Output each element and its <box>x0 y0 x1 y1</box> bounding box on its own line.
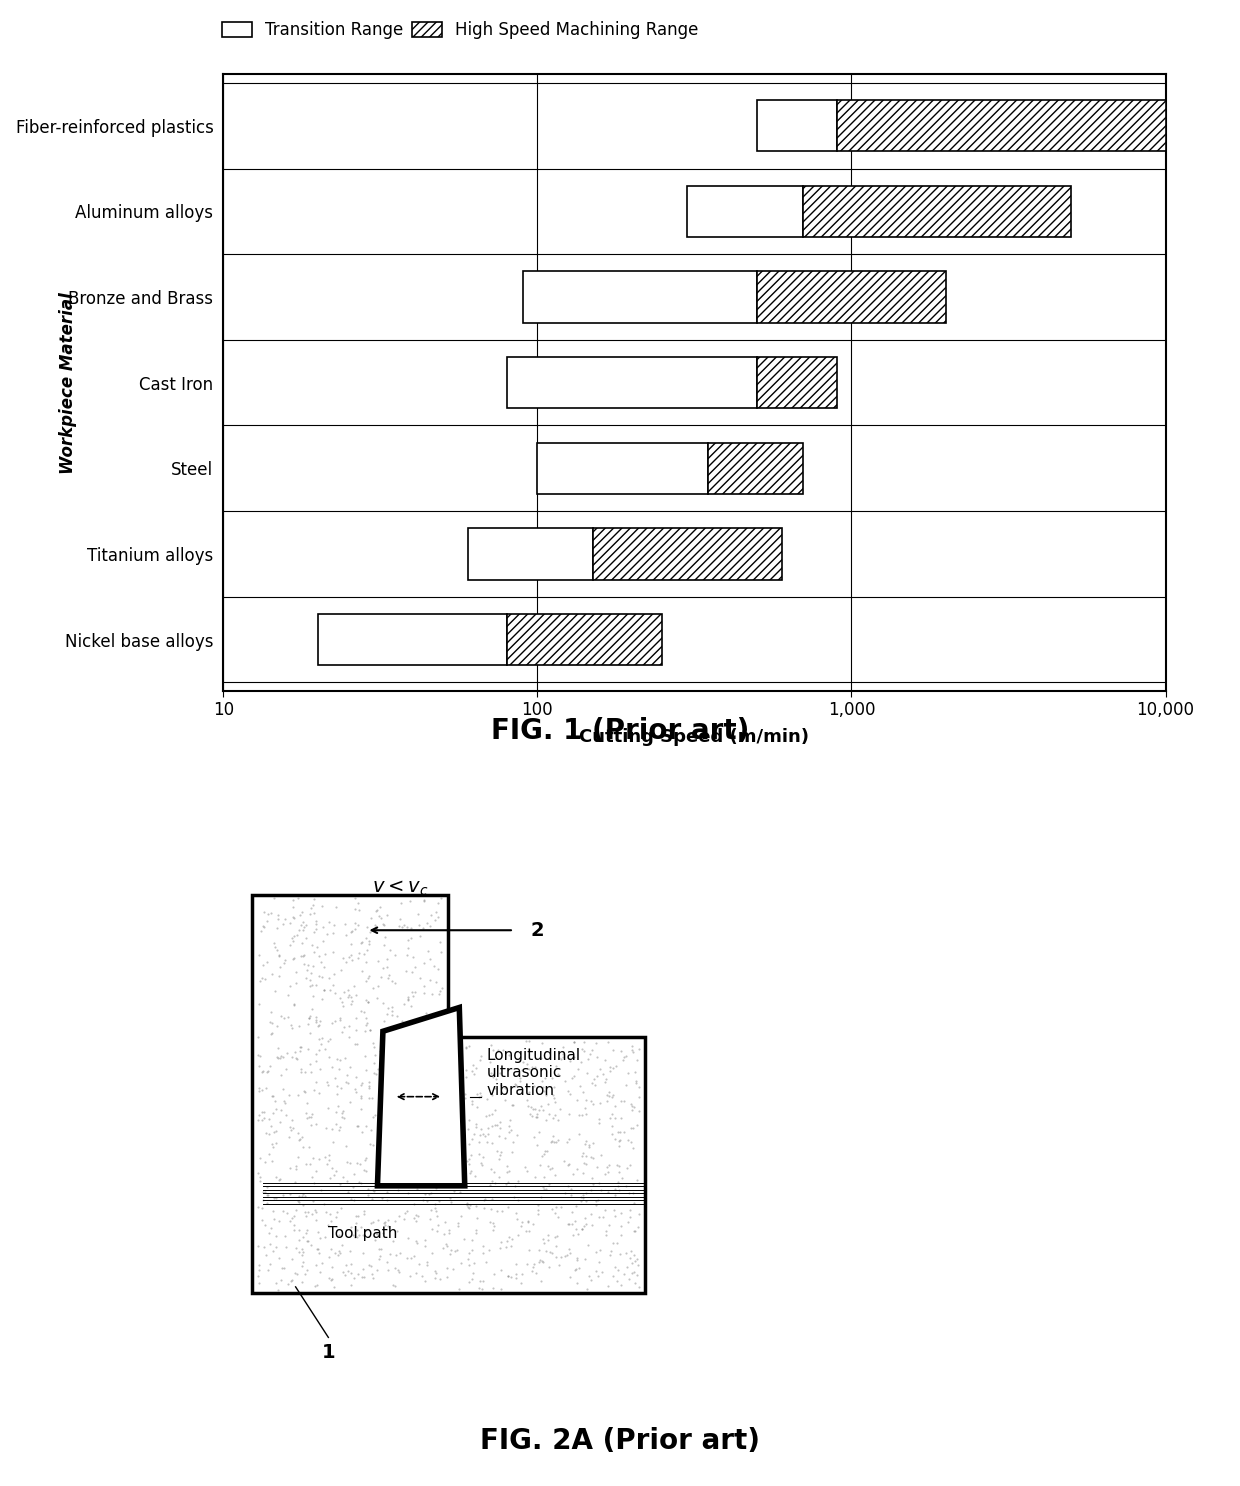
Bar <box>837 100 1166 152</box>
Polygon shape <box>252 895 645 1293</box>
Text: Tool path: Tool path <box>329 1226 398 1241</box>
Bar <box>507 614 662 666</box>
Text: Workpiece Material: Workpiece Material <box>60 293 77 474</box>
Bar <box>756 272 946 322</box>
Bar <box>756 100 837 152</box>
Bar <box>537 443 708 493</box>
Bar <box>507 357 756 409</box>
Bar <box>593 528 781 580</box>
Text: FIG. 2A (Prior art): FIG. 2A (Prior art) <box>480 1428 760 1455</box>
Text: 2: 2 <box>531 921 544 939</box>
Text: FIG. 1 (Prior art): FIG. 1 (Prior art) <box>491 718 749 744</box>
Bar <box>467 528 593 580</box>
Bar <box>523 272 756 322</box>
Bar <box>802 186 1071 238</box>
Text: 1: 1 <box>321 1343 335 1361</box>
Bar <box>708 443 802 493</box>
Legend: Transition Range, High Speed Machining Range: Transition Range, High Speed Machining R… <box>222 21 698 39</box>
Bar <box>756 357 837 409</box>
Text: Longitudinal
ultrasonic
vibration: Longitudinal ultrasonic vibration <box>486 1048 580 1098</box>
X-axis label: Cutting Speed (m/min): Cutting Speed (m/min) <box>579 728 810 746</box>
Polygon shape <box>377 1008 465 1186</box>
Text: $v < v_c$: $v < v_c$ <box>372 880 428 898</box>
Bar <box>687 186 802 238</box>
Bar <box>317 614 507 666</box>
